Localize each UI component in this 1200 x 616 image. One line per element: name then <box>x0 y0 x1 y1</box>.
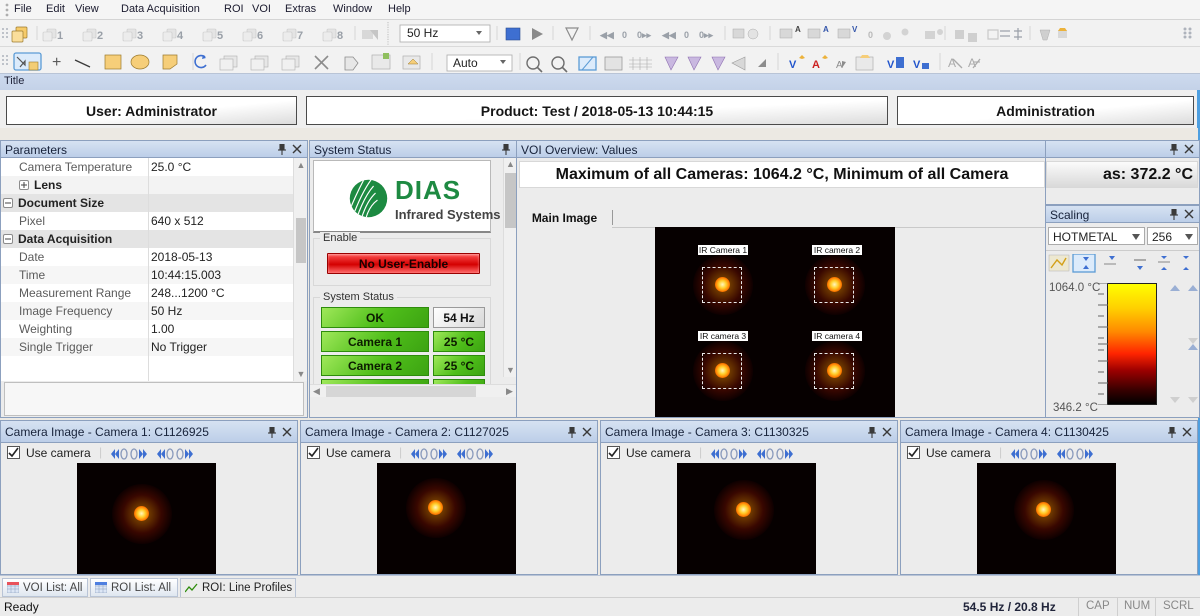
svg-text:A: A <box>812 59 820 71</box>
svg-text:2: 2 <box>97 30 103 42</box>
svg-text:Auto: Auto <box>453 56 478 70</box>
svg-text:A: A <box>968 56 976 70</box>
svg-text:8: 8 <box>337 30 343 42</box>
svg-text:0▸▸: 0▸▸ <box>637 30 652 40</box>
svg-text:◀◀: ◀◀ <box>599 30 615 40</box>
svg-text:A: A <box>823 25 829 34</box>
svg-text:0: 0 <box>684 30 689 40</box>
svg-text:A: A <box>948 56 956 70</box>
svg-text:7: 7 <box>297 30 303 42</box>
svg-text:V: V <box>789 59 797 71</box>
svg-text:0: 0 <box>622 30 627 40</box>
svg-text:◀◀: ◀◀ <box>661 30 677 40</box>
svg-text:A: A <box>795 25 801 34</box>
svg-text:+: + <box>52 54 61 71</box>
svg-text:0: 0 <box>868 30 873 40</box>
svg-text:V: V <box>913 59 921 71</box>
svg-text:A: A <box>836 60 843 71</box>
svg-text:0▸▸: 0▸▸ <box>699 30 714 40</box>
svg-text:5: 5 <box>217 30 223 42</box>
svg-text:V: V <box>852 25 858 34</box>
svg-text:6: 6 <box>257 30 263 42</box>
svg-text:4: 4 <box>177 30 184 42</box>
svg-text:3: 3 <box>137 30 143 42</box>
svg-text:V: V <box>887 59 895 71</box>
svg-text:1: 1 <box>57 30 63 42</box>
svg-text:50 Hz: 50 Hz <box>407 26 438 40</box>
